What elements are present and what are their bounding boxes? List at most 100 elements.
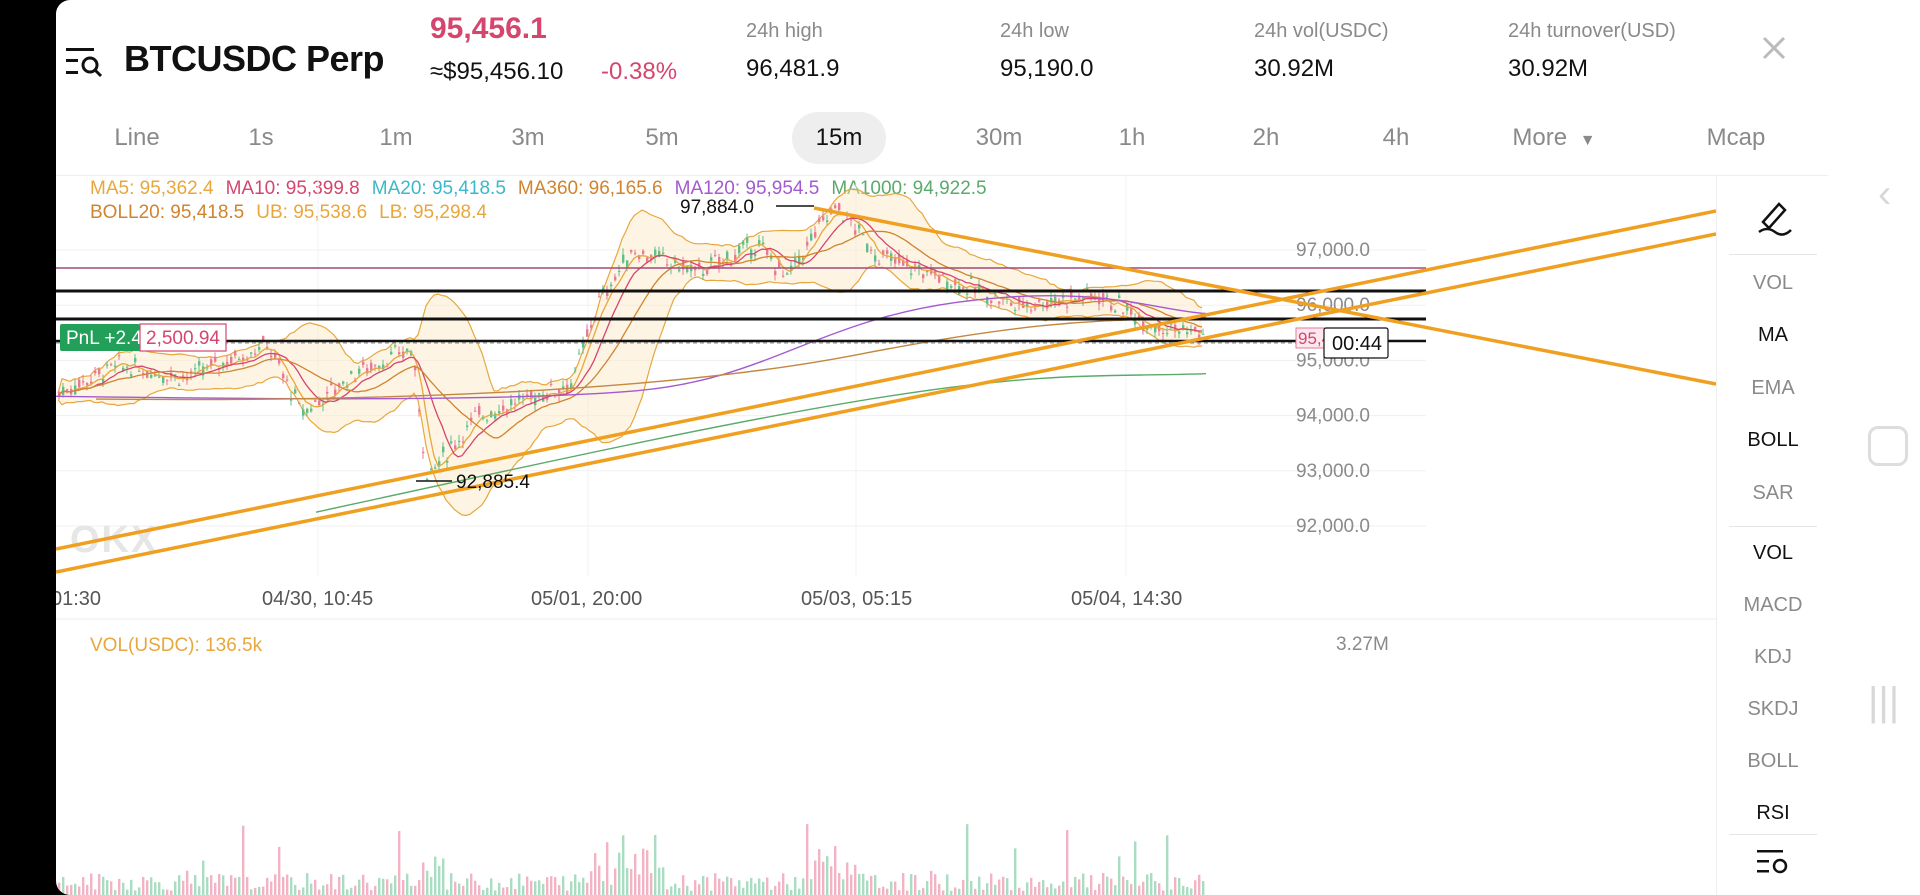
volume-bar [578,882,581,895]
main-ind-boll[interactable]: BOLL [1747,429,1799,451]
candle-body [578,353,581,355]
draw-pen-icon[interactable] [1753,196,1793,236]
volume-bar [802,878,805,895]
sub-ind-kdj[interactable]: KDJ [1754,646,1792,668]
candle-body [130,374,133,377]
tab-2h[interactable]: 2h [1252,124,1280,151]
settings-list-icon[interactable] [1755,846,1791,878]
sub-ind-rsi[interactable]: RSI [1756,802,1790,824]
volume-bar [446,889,449,895]
volume-bar [470,873,473,895]
candle-body [1134,318,1137,325]
volume-bar [350,887,353,895]
candle-body [698,262,701,267]
volume-bar [1046,887,1049,895]
volume-bar [494,890,497,895]
volume-bar [974,888,977,895]
candlestick-chart[interactable]: 97,000.096,000.095,000.094,000.093,000.0… [56,176,1716,895]
volume-bar [934,874,937,895]
boll-lower-line [57,265,1203,517]
volume-bar [70,884,73,895]
tab-1s[interactable]: 1s [248,124,274,151]
candle-body [162,376,165,383]
main-ind-ema[interactable]: EMA [1751,377,1795,399]
candle-body [970,277,973,279]
sub-ind-skdj[interactable]: SKDJ [1747,698,1799,720]
volume-bar [638,874,641,895]
volume-bar [1142,881,1145,895]
volume-bar [618,852,621,895]
candle-body [270,355,273,358]
sub-ind-vol[interactable]: VOL [1752,542,1794,564]
volume-bar [58,882,61,895]
candle-body [754,254,757,256]
volume-bar [1126,879,1129,895]
chart-area[interactable]: MA5: 95,362.4 MA10: 95,399.8 MA20: 95,418.… [56,176,1716,895]
volume-bar [706,877,709,895]
volume-bar [550,876,553,895]
volume-bar [710,890,713,895]
volume-bar [1118,856,1121,895]
candle-body [294,389,297,394]
tab-15m[interactable]: 15m [792,112,886,164]
tab-1m[interactable]: 1m [379,124,413,151]
candle-body [774,271,777,276]
volume-bar [546,877,549,895]
volume-bar [1026,882,1029,895]
recents-nav-icon[interactable]: ||| [1868,680,1900,724]
volume-bar [1182,885,1185,895]
tab-3m[interactable]: 3m [511,124,545,151]
volume-bar [1150,873,1153,895]
volume-bar [1010,890,1013,895]
pair-title[interactable]: BTCUSDC Perp [124,38,385,79]
main-ind-vol[interactable]: VOL [1752,272,1794,294]
volume-bar [118,878,121,895]
home-nav-icon[interactable] [1868,426,1908,466]
candle-body [562,386,565,389]
volume-bar [114,890,117,895]
tab-line[interactable]: Line [114,124,160,151]
volume-bar [1050,883,1053,895]
tab-4h[interactable]: 4h [1382,124,1410,151]
candle-body [1038,299,1041,302]
volume-bar [554,877,557,895]
candle-body [366,368,369,374]
volume-bar [334,889,337,895]
volume-bar [1190,888,1193,895]
candle-body [222,362,225,367]
candle-body [86,383,89,386]
volume-bar [786,884,789,895]
candle-body [646,257,649,263]
volume-bar [790,889,793,895]
volume-bar [1134,841,1137,895]
volume-bar [186,870,189,895]
candle-body [978,284,981,293]
volume-bar [522,885,525,895]
volume-bar [1042,880,1045,895]
tab-more[interactable]: More ▼ [1494,112,1614,164]
tab-5m[interactable]: 5m [645,124,679,151]
volume-bar [302,887,305,895]
volume-bar [1154,881,1157,895]
volume-bar [406,873,409,895]
sub-ind-macd[interactable]: MACD [1743,594,1803,616]
candle-body [498,410,501,414]
sub-ind-boll[interactable]: BOLL [1747,750,1799,772]
candle-body [538,393,541,395]
main-ind-ma[interactable]: MA [1758,324,1788,346]
volume-bar [374,885,377,895]
close-icon[interactable] [1756,30,1792,66]
tab-30m[interactable]: 30m [975,124,1023,151]
back-nav-icon[interactable]: ‹ [1878,172,1892,216]
candle-body [1074,298,1077,300]
stat-24h-high: 24h high 96,481.9 [746,20,840,82]
tab-mcap[interactable]: Mcap [1706,124,1766,151]
candle-body [242,357,245,361]
main-ind-sar[interactable]: SAR [1752,482,1794,504]
volume-bar [102,876,105,895]
candle-body [950,286,953,288]
candle-body [914,264,917,266]
candle-body [626,260,629,269]
menu-search-icon[interactable] [64,44,104,80]
tab-1h[interactable]: 1h [1118,124,1146,151]
